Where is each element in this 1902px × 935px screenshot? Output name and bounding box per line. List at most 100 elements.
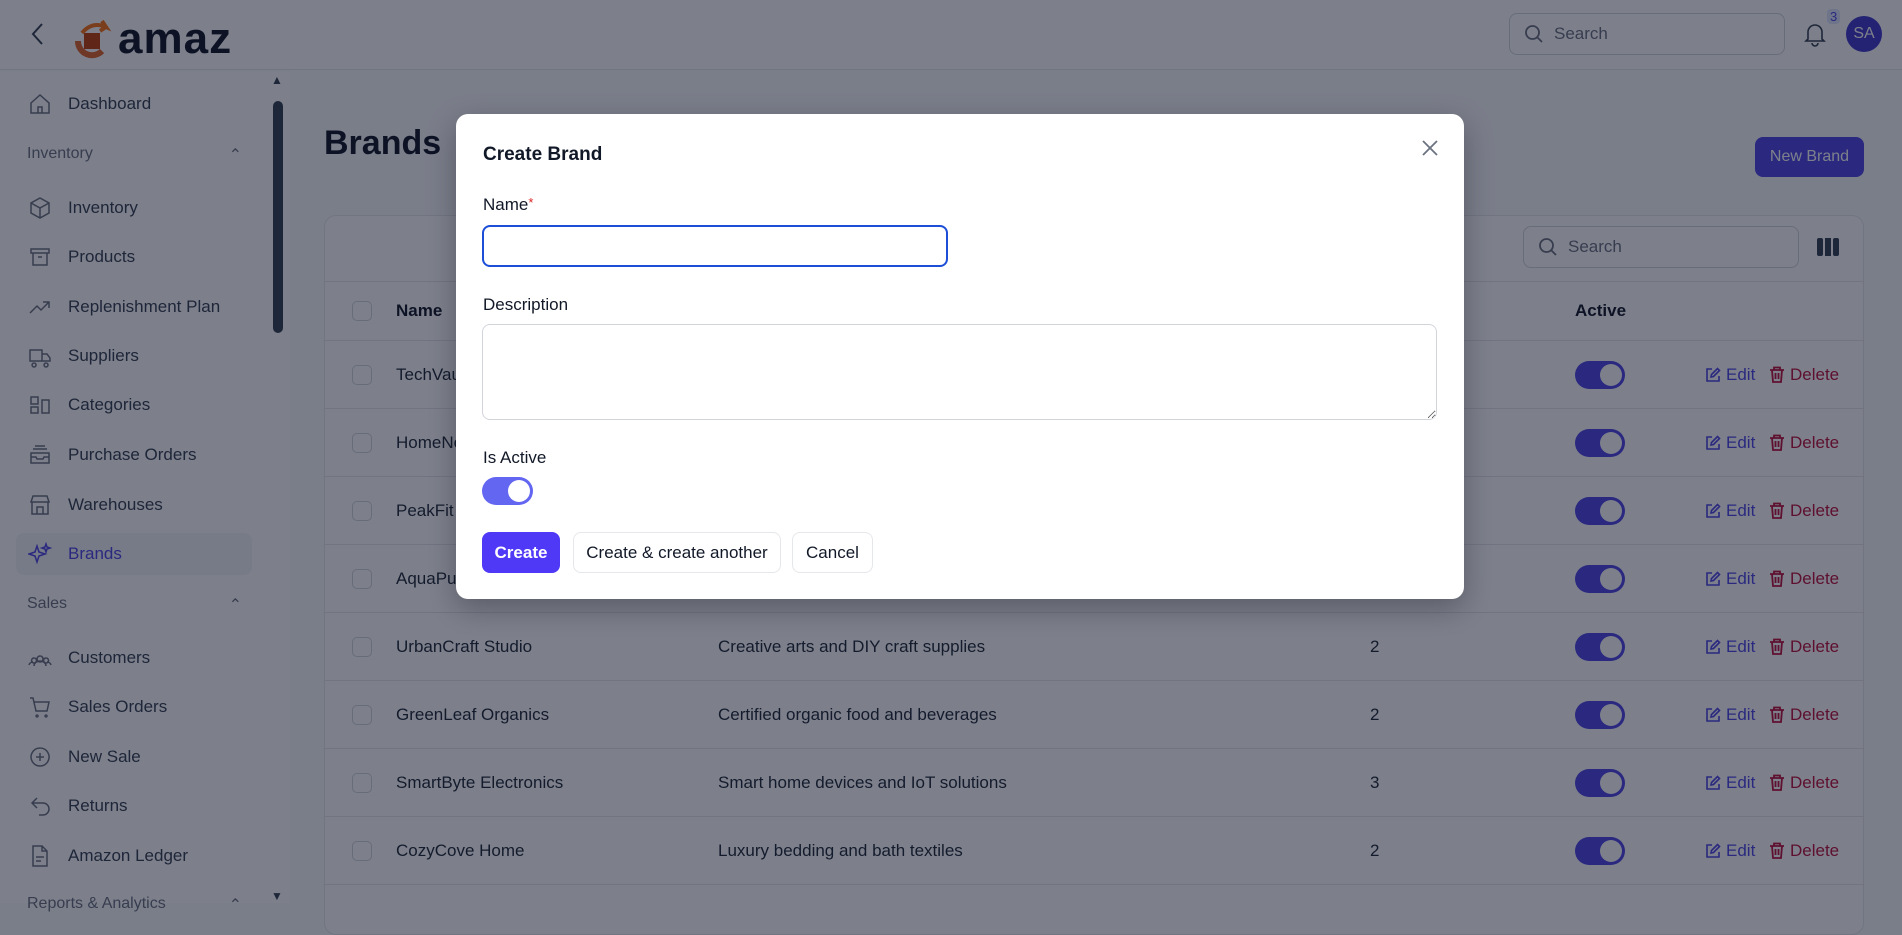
row-checkbox[interactable] — [352, 432, 372, 453]
sidebar-item-label: Dashboard — [68, 94, 152, 113]
edit-icon — [1706, 774, 1721, 790]
sidebar-group-sales[interactable]: Sales ⌃ — [27, 595, 242, 615]
edit-label: Edit — [1726, 772, 1756, 792]
cancel-button[interactable]: Cancel — [792, 532, 873, 573]
close-icon[interactable] — [1420, 134, 1440, 165]
edit-button[interactable]: Edit — [1705, 773, 1755, 793]
active-toggle[interactable] — [1575, 836, 1625, 865]
delete-button[interactable]: Delete — [1769, 433, 1839, 453]
sidebar-item-inventory[interactable]: Inventory — [16, 187, 252, 229]
avatar[interactable]: SA — [1846, 16, 1882, 52]
edit-button[interactable]: Edit — [1705, 433, 1755, 453]
sidebar-item-purchase-orders[interactable]: Purchase Orders — [16, 434, 252, 476]
is-active-toggle[interactable] — [482, 477, 533, 505]
delete-label: Delete — [1790, 364, 1840, 384]
sidebar-item-dashboard[interactable]: Dashboard — [16, 83, 252, 125]
row-checkbox[interactable] — [352, 636, 372, 657]
delete-button[interactable]: Delete — [1769, 365, 1839, 385]
edit-icon — [1706, 502, 1721, 518]
edit-icon — [1706, 570, 1721, 586]
create-another-button[interactable]: Create & create another — [573, 532, 781, 573]
sidebar-item-warehouses[interactable]: Warehouses — [16, 484, 252, 526]
edit-icon — [1706, 366, 1721, 382]
edit-button[interactable]: Edit — [1705, 637, 1755, 657]
sidebar-item-new-sale[interactable]: New Sale — [16, 736, 252, 778]
sidebar-item-suppliers[interactable]: Suppliers — [16, 335, 252, 377]
product-count: 3 — [1370, 772, 1380, 792]
logo-box-icon — [74, 19, 112, 59]
sidebar-item-sales-orders[interactable]: Sales Orders — [16, 686, 252, 728]
edit-button[interactable]: Edit — [1705, 841, 1755, 861]
trash-icon — [1770, 570, 1784, 587]
edit-button[interactable]: Edit — [1705, 501, 1755, 521]
active-toggle[interactable] — [1575, 564, 1625, 593]
brand-description: Creative arts and DIY craft supplies — [718, 636, 986, 656]
delete-label: Delete — [1790, 840, 1840, 860]
sidebar-item-categories[interactable]: Categories — [16, 384, 252, 426]
create-button[interactable]: Create — [482, 532, 560, 573]
edit-button[interactable]: Edit — [1705, 705, 1755, 725]
row-checkbox[interactable] — [352, 704, 372, 725]
trash-icon — [1770, 502, 1784, 519]
delete-button[interactable]: Delete — [1769, 501, 1839, 521]
sidebar-group-inventory[interactable]: Inventory ⌃ — [27, 145, 242, 165]
active-toggle[interactable] — [1575, 700, 1625, 729]
scroll-down-arrow[interactable]: ▼ — [271, 889, 283, 903]
active-toggle[interactable] — [1575, 496, 1625, 525]
row-checkbox[interactable] — [352, 840, 372, 861]
brand-description: Luxury bedding and bath textiles — [718, 840, 963, 860]
back-chevron-icon[interactable] — [28, 20, 52, 50]
active-toggle[interactable] — [1575, 768, 1625, 797]
name-input[interactable] — [482, 225, 948, 267]
scroll-up-arrow[interactable]: ▲ — [271, 73, 283, 87]
active-toggle[interactable] — [1575, 428, 1625, 457]
table-search-input[interactable]: Search — [1523, 226, 1799, 268]
sidebar-group-reports-analytics[interactable]: Reports & Analytics ⌃ — [27, 895, 242, 915]
active-toggle[interactable] — [1575, 632, 1625, 661]
sidebar-scrollbar[interactable] — [273, 101, 283, 333]
sidebar-item-label: Inventory — [68, 198, 138, 217]
sidebar-item-products[interactable]: Products — [16, 236, 252, 278]
storefront-icon — [29, 495, 51, 515]
delete-button[interactable]: Delete — [1769, 841, 1839, 861]
sidebar-item-label: Purchase Orders — [68, 445, 197, 464]
delete-label: Delete — [1790, 500, 1840, 520]
brand-name: CozyCove Home — [396, 840, 525, 860]
users-icon — [28, 655, 52, 667]
bell-icon[interactable] — [1803, 20, 1827, 53]
global-search-input[interactable]: Search — [1509, 13, 1785, 55]
sidebar-item-returns[interactable]: Returns — [16, 785, 252, 827]
sidebar-item-amazon-ledger[interactable]: Amazon Ledger — [16, 835, 252, 877]
sidebar-item-customers[interactable]: Customers — [16, 637, 252, 679]
delete-button[interactable]: Delete — [1769, 637, 1839, 657]
sidebar-item-replenishment-plan[interactable]: Replenishment Plan — [16, 286, 252, 328]
trash-icon — [1770, 774, 1784, 791]
row-checkbox[interactable] — [352, 364, 372, 385]
brand-description: Certified organic food and beverages — [718, 704, 997, 724]
row-checkbox[interactable] — [352, 568, 372, 589]
sidebar-item-brands[interactable]: Brands — [16, 533, 252, 575]
column-header-name[interactable]: Name — [396, 301, 443, 320]
columns-toggle-icon[interactable] — [1817, 238, 1839, 261]
search-placeholder: Search — [1554, 24, 1608, 43]
new-brand-button[interactable]: New Brand — [1755, 137, 1864, 177]
delete-button[interactable]: Delete — [1769, 569, 1839, 589]
edit-button[interactable]: Edit — [1705, 569, 1755, 589]
delete-label: Delete — [1790, 636, 1840, 656]
required-mark: * — [528, 195, 534, 210]
search-placeholder: Search — [1568, 237, 1622, 256]
row-checkbox[interactable] — [352, 772, 372, 793]
delete-button[interactable]: Delete — [1769, 705, 1839, 725]
delete-button[interactable]: Delete — [1769, 773, 1839, 793]
trending-up-icon — [29, 301, 50, 314]
description-textarea[interactable] — [482, 324, 1437, 420]
select-all-checkbox[interactable] — [352, 301, 372, 321]
search-icon — [1539, 238, 1557, 256]
active-toggle[interactable] — [1575, 360, 1625, 389]
plus-circle-icon — [30, 747, 50, 767]
row-checkbox[interactable] — [352, 500, 372, 521]
edit-label: Edit — [1726, 636, 1756, 656]
logo[interactable]: amaz — [72, 14, 232, 64]
edit-button[interactable]: Edit — [1705, 365, 1755, 385]
sidebar-item-label: Sales Orders — [68, 697, 168, 716]
